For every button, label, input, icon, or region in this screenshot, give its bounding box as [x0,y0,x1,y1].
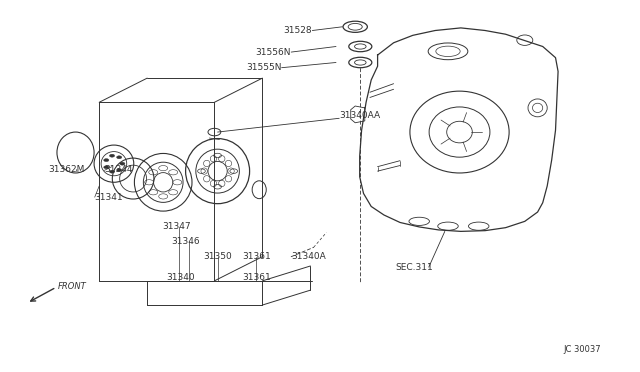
Text: 31341: 31341 [95,193,124,202]
Text: 31555N: 31555N [246,63,282,72]
Text: 31340AA: 31340AA [339,111,380,120]
Text: 31361: 31361 [242,273,271,282]
Text: 31361: 31361 [242,252,271,261]
Circle shape [120,162,125,165]
Text: 31350: 31350 [204,252,232,261]
Text: 31556N: 31556N [256,48,291,57]
Text: 31528: 31528 [284,26,312,35]
Text: 31344: 31344 [104,165,133,174]
Circle shape [104,158,109,161]
Text: 31362M: 31362M [48,165,84,174]
Circle shape [104,166,109,169]
Text: 31346: 31346 [172,237,200,246]
Text: FRONT: FRONT [58,282,86,291]
Text: 31347: 31347 [162,222,191,231]
Text: SEC.311: SEC.311 [396,263,433,272]
Text: 31340A: 31340A [291,252,326,261]
Circle shape [109,154,115,157]
Circle shape [109,170,115,173]
Text: 31340: 31340 [166,273,195,282]
Circle shape [116,169,122,171]
Text: JC 30037: JC 30037 [563,345,601,354]
Circle shape [116,156,122,159]
